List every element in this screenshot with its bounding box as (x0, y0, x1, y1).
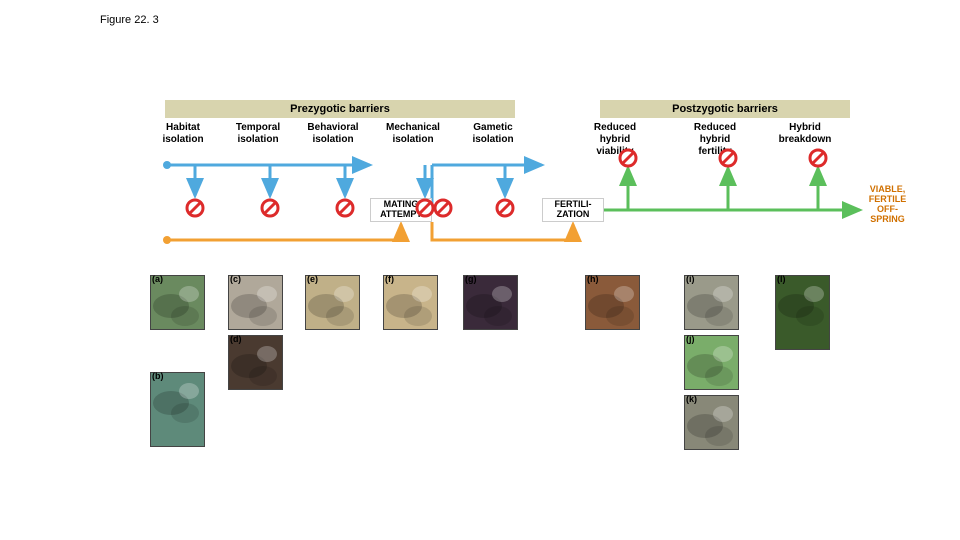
stop-rhv (618, 148, 638, 168)
thumb-label-l: (l) (777, 274, 786, 284)
flow-arrows (0, 0, 960, 540)
thumb-label-d: (d) (230, 334, 242, 344)
thumb-label-k: (k) (686, 394, 697, 404)
thumb-label-j: (j) (686, 334, 695, 344)
thumb-label-a: (a) (152, 274, 163, 284)
fertilization-box: FERTILI-ZATION (542, 198, 604, 222)
stop-mechanical (415, 198, 435, 218)
thumb-label-h: (h) (587, 274, 599, 284)
thumb-label-c: (c) (230, 274, 241, 284)
stop-rhf (718, 148, 738, 168)
thumb-label-e: (e) (307, 274, 318, 284)
thumb-label-g: (g) (465, 274, 477, 284)
stop-mechanical-right (433, 198, 453, 218)
stop-habitat (185, 198, 205, 218)
thumb-label-i: (i) (686, 274, 695, 284)
stop-behavioral (335, 198, 355, 218)
thumb-label-f: (f) (385, 274, 394, 284)
thumb-label-b: (b) (152, 371, 164, 381)
stop-gametic (495, 198, 515, 218)
fertilization-label: FERTILI-ZATION (555, 200, 592, 220)
stop-temporal (260, 198, 280, 218)
stop-hb (808, 148, 828, 168)
